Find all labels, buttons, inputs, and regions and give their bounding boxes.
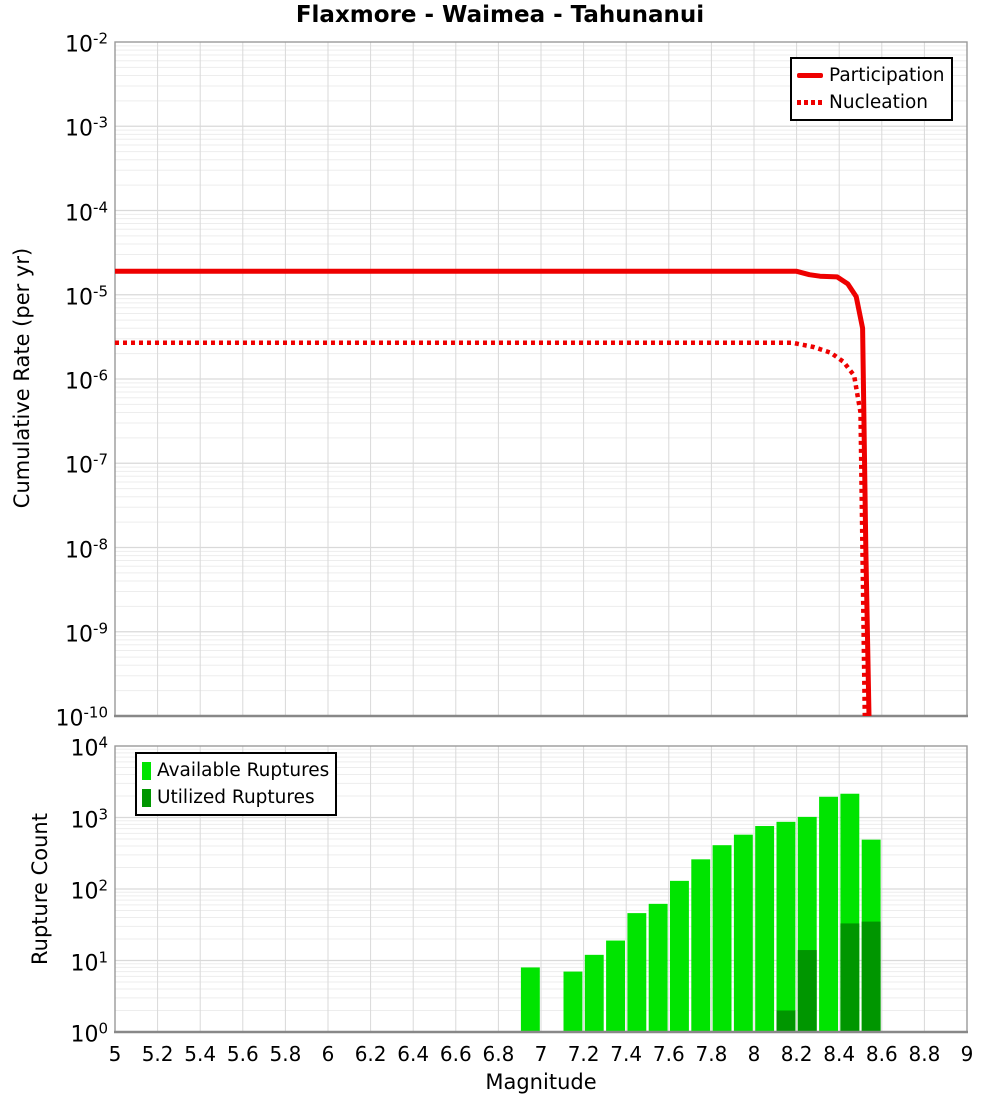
y-tick-label: 104 bbox=[70, 733, 108, 762]
x-tick-label: 5.8 bbox=[269, 1042, 302, 1066]
nucleation-dotted-line-swatch-icon bbox=[797, 100, 823, 105]
x-tick-label: 6.4 bbox=[397, 1042, 430, 1066]
x-tick-label: 8.6 bbox=[865, 1042, 898, 1066]
available-ruptures-swatch-icon bbox=[142, 761, 151, 780]
available-ruptures-bar bbox=[691, 859, 711, 1032]
x-tick-label: 5.4 bbox=[184, 1042, 217, 1066]
y-tick-label: 102 bbox=[70, 876, 108, 905]
bottom-legend: Available Ruptures Utilized Ruptures bbox=[135, 752, 338, 816]
y-tick-label: 10-8 bbox=[65, 534, 108, 564]
legend-row-participation: Participation bbox=[797, 62, 945, 89]
x-tick-label: 6 bbox=[321, 1042, 335, 1066]
x-tick-label: 7.6 bbox=[652, 1042, 685, 1066]
participation-legend-label: Participation bbox=[829, 65, 945, 86]
y-tick-label: 10-5 bbox=[65, 282, 108, 311]
x-tick-label: 7.2 bbox=[567, 1042, 600, 1066]
y-tick-label: 101 bbox=[70, 947, 108, 977]
utilized-ruptures-bar bbox=[797, 950, 817, 1032]
x-tick-label: 5.2 bbox=[141, 1042, 174, 1066]
y-tick-label: 10-3 bbox=[65, 113, 108, 142]
x-tick-label: 7 bbox=[534, 1042, 548, 1066]
legend-row-nucleation: Nucleation bbox=[797, 89, 945, 116]
available-ruptures-bar bbox=[776, 821, 796, 1032]
y-tick-label: 10-4 bbox=[65, 197, 108, 227]
x-axis-label: Magnitude bbox=[485, 1070, 597, 1094]
x-tick-label: 8 bbox=[747, 1042, 761, 1066]
legend-row-available: Available Ruptures bbox=[142, 757, 329, 784]
x-tick-label: 7.8 bbox=[695, 1042, 728, 1066]
chart-title: Flaxmore - Waimea - Tahunanui bbox=[295, 2, 705, 28]
y-tick-label: 100 bbox=[70, 1019, 108, 1048]
available-ruptures-bar bbox=[733, 834, 753, 1032]
utilized-ruptures-bar bbox=[840, 923, 860, 1032]
available-ruptures-bar bbox=[712, 845, 732, 1032]
x-tick-label: 6.2 bbox=[354, 1042, 387, 1066]
x-tick-label: 9 bbox=[960, 1042, 974, 1066]
x-tick-label: 8.2 bbox=[780, 1042, 813, 1066]
utilized-ruptures-legend-label: Utilized Ruptures bbox=[157, 787, 315, 808]
utilized-ruptures-swatch-icon bbox=[142, 788, 151, 807]
available-ruptures-legend-label: Available Ruptures bbox=[157, 760, 330, 781]
available-ruptures-bar bbox=[819, 796, 838, 1032]
available-ruptures-bar bbox=[755, 826, 775, 1032]
y-tick-label: 10-9 bbox=[65, 619, 108, 648]
nucleation-line bbox=[115, 340, 868, 717]
available-ruptures-bar bbox=[606, 940, 625, 1032]
participation-line bbox=[115, 268, 872, 717]
y-tick-label: 10-10 bbox=[55, 703, 109, 732]
x-tick-label: 6.8 bbox=[482, 1042, 515, 1066]
available-ruptures-bar bbox=[670, 880, 689, 1032]
available-ruptures-bar bbox=[648, 903, 668, 1032]
x-tick-label: 7.4 bbox=[610, 1042, 643, 1066]
nucleation-legend-label: Nucleation bbox=[829, 92, 929, 113]
available-ruptures-bar bbox=[584, 954, 604, 1032]
y-tick-label: 10-6 bbox=[65, 366, 108, 395]
y-tick-label: 103 bbox=[70, 804, 108, 834]
y-tick-label: 10-2 bbox=[65, 29, 108, 58]
participation-line-swatch-icon bbox=[797, 73, 823, 78]
available-ruptures-bar bbox=[563, 971, 583, 1032]
available-ruptures-bar bbox=[520, 967, 540, 1032]
x-tick-label: 6.6 bbox=[439, 1042, 472, 1066]
top-legend: Participation Nucleation bbox=[790, 57, 953, 121]
legend-row-utilized: Utilized Ruptures bbox=[142, 784, 329, 811]
x-tick-label: 5.6 bbox=[226, 1042, 259, 1066]
x-tick-label: 8.8 bbox=[908, 1042, 941, 1066]
utilized-ruptures-bar bbox=[861, 921, 881, 1032]
x-tick-label: 8.4 bbox=[823, 1042, 856, 1066]
available-ruptures-bar bbox=[627, 913, 647, 1032]
x-tick-label: 5 bbox=[108, 1042, 122, 1066]
y-tick-label: 10-7 bbox=[65, 450, 108, 479]
utilized-ruptures-bar bbox=[776, 1010, 796, 1032]
